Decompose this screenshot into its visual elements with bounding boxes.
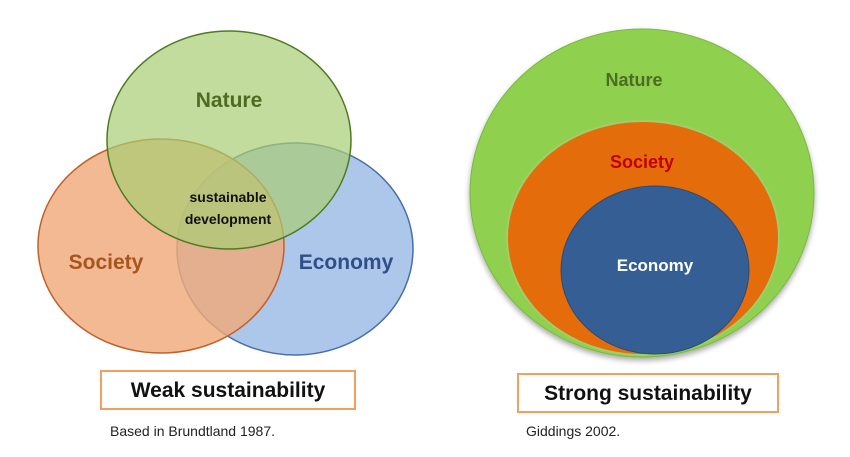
- nested-nature-label: Nature: [605, 70, 662, 90]
- strong-sustainability-nested: Nature Society Economy: [469, 28, 815, 358]
- strong-sustainability-source: Giddings 2002.: [526, 423, 621, 439]
- venn-center-label-line2: development: [185, 211, 272, 227]
- venn-society-label: Society: [69, 251, 144, 274]
- strong-sustainability-title: Strong sustainability: [517, 373, 779, 413]
- venn-economy-label: Economy: [299, 251, 394, 274]
- nested-society-label: Society: [610, 152, 674, 172]
- nested-economy-label: Economy: [617, 256, 694, 275]
- venn-nature-label: Nature: [196, 89, 263, 112]
- weak-sustainability-venn: Nature Society Economy sustainable devel…: [37, 30, 414, 356]
- weak-sustainability-source: Based in Brundtland 1987.: [110, 423, 276, 439]
- weak-sustainability-title: Weak sustainability: [100, 370, 356, 410]
- venn-nature-circle: [106, 30, 352, 250]
- nested-economy-circle: [560, 185, 750, 355]
- venn-center-label-line1: sustainable: [189, 189, 266, 205]
